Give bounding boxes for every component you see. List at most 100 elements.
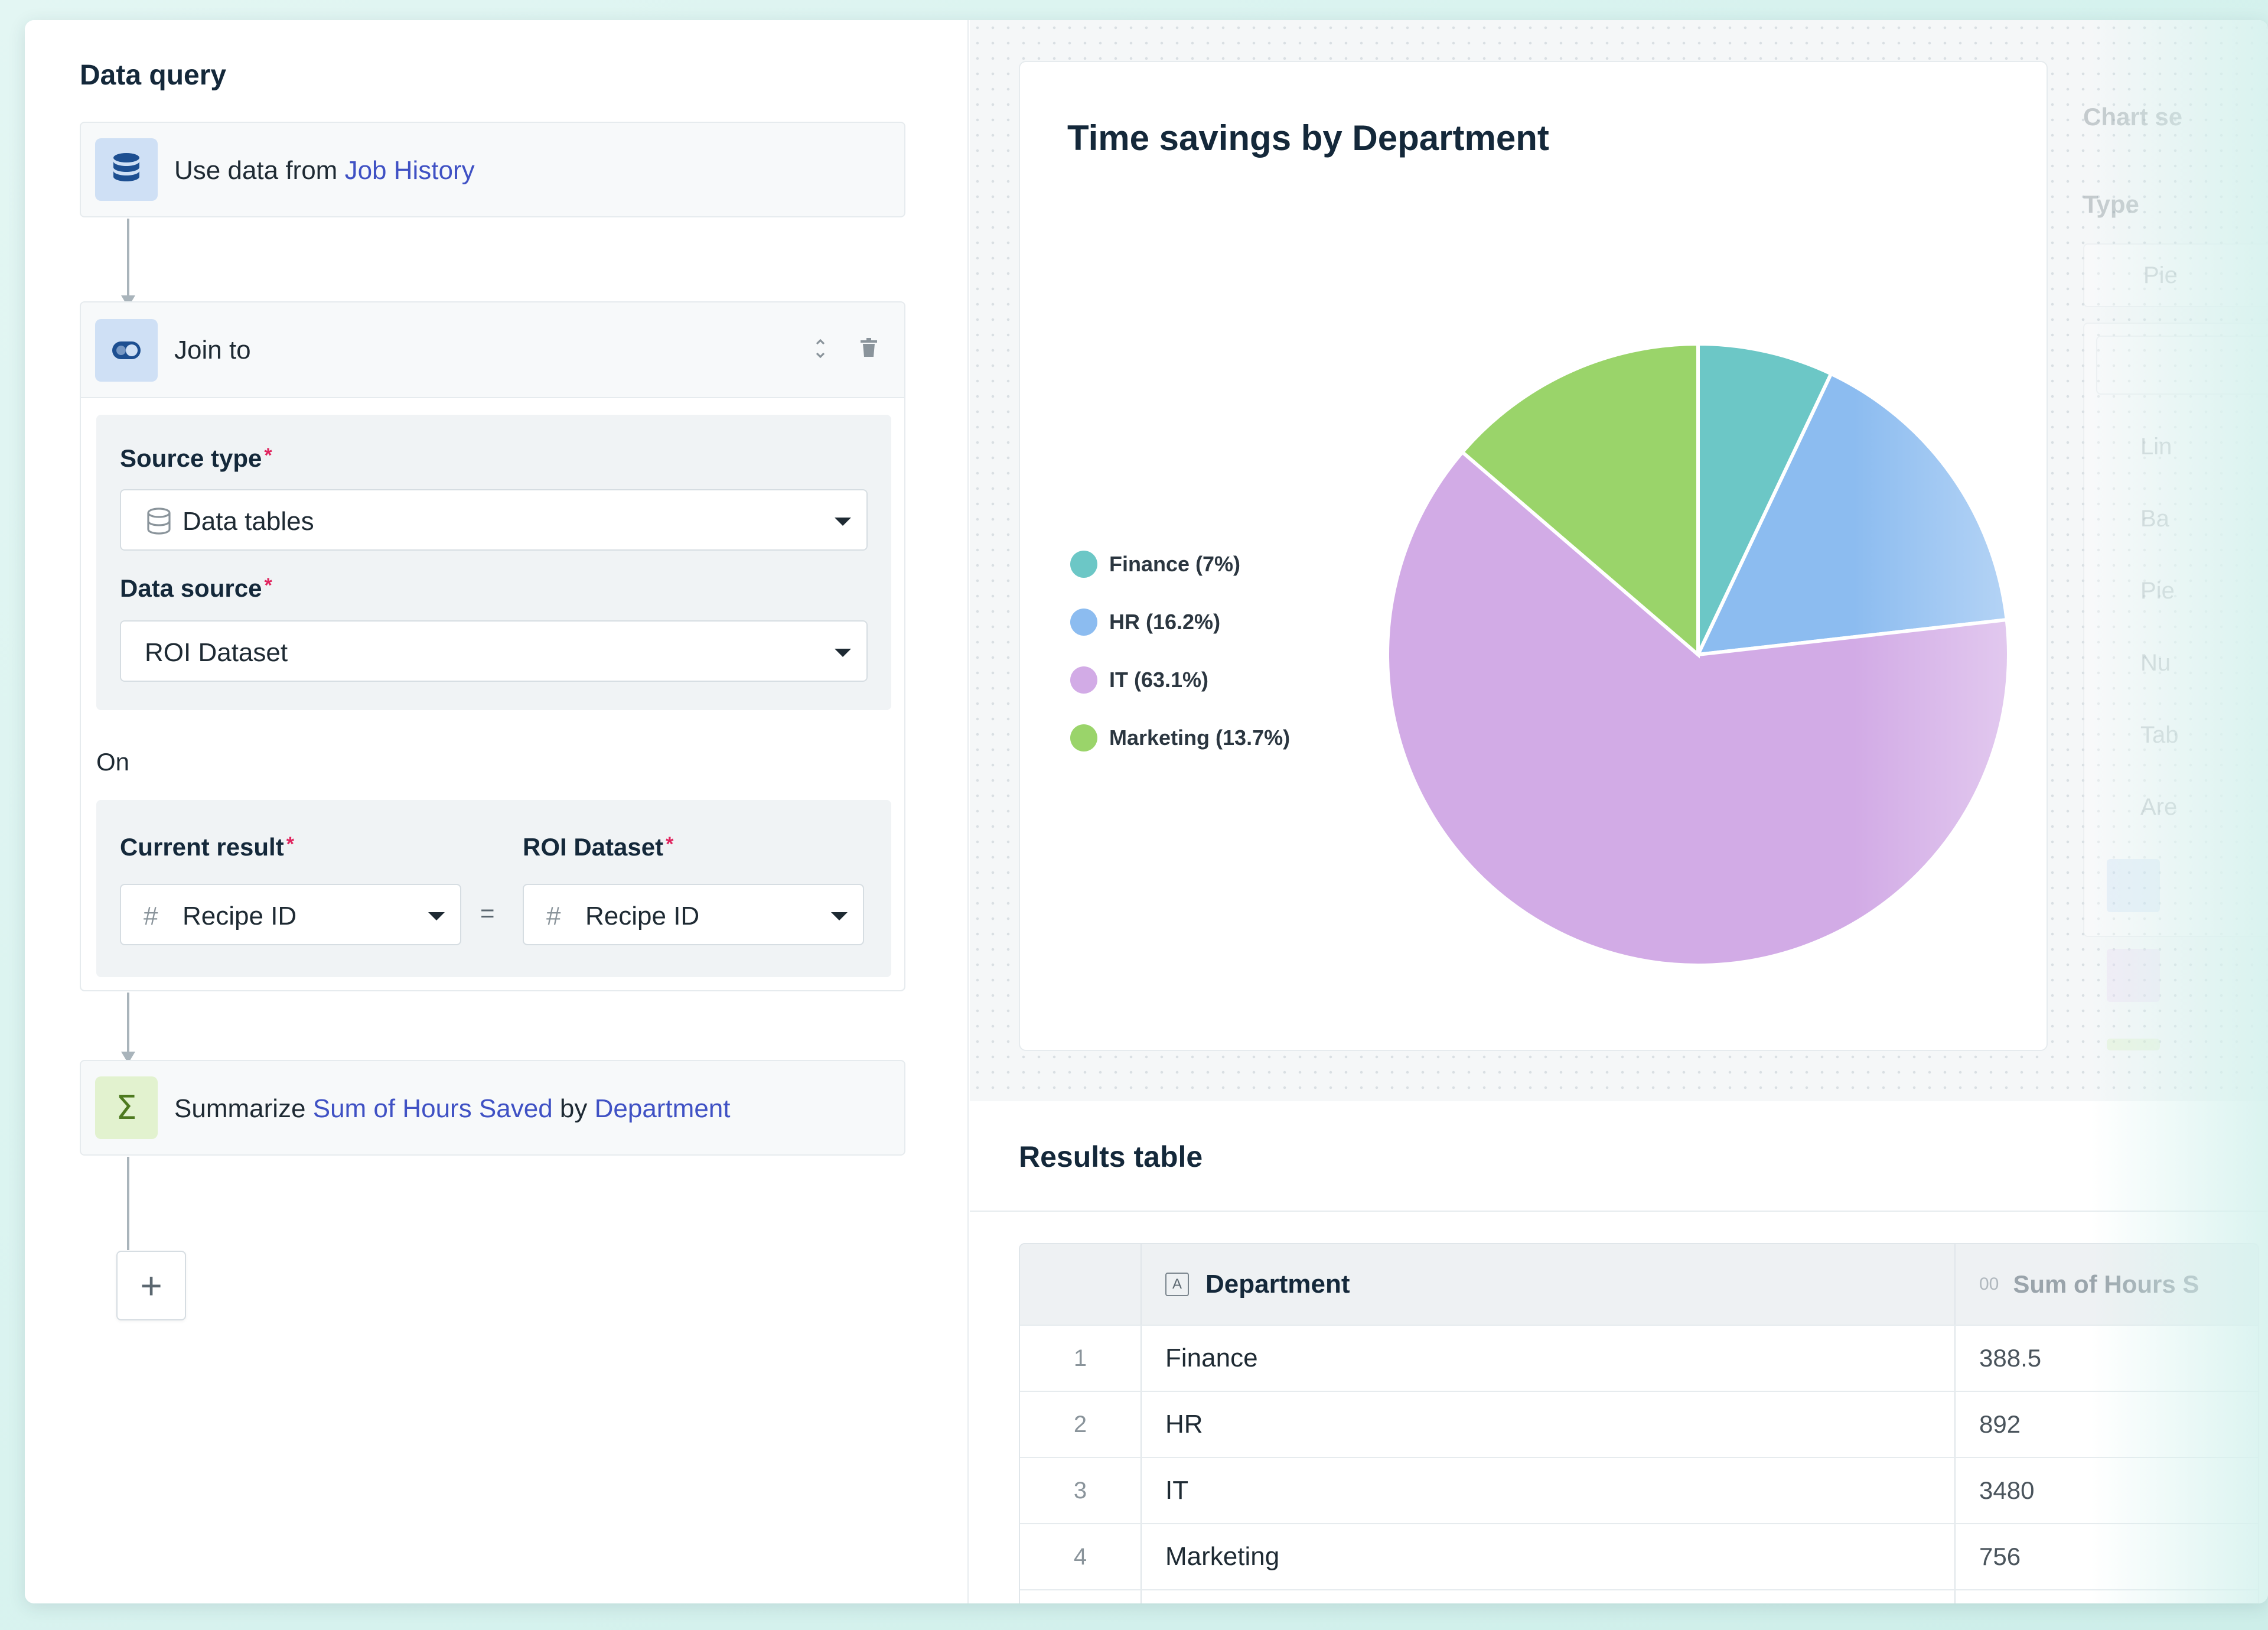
cell-sum[interactable]: 892 (1979, 1410, 2021, 1438)
chart-type-select[interactable]: Pie (2083, 243, 2268, 307)
equals-sign: = (480, 899, 495, 927)
cell-department[interactable]: Marketing (1142, 1524, 1956, 1589)
chart-canvas: Time savings by Department Finance (7%) H… (970, 20, 2268, 1101)
hash-icon: # (144, 902, 158, 931)
source-type-value: Data tables (183, 507, 314, 536)
join-title: Join to (174, 336, 251, 365)
legend-label: Marketing (13.7%) (1109, 725, 1291, 750)
database-icon (95, 138, 158, 201)
data-source-value: ROI Dataset (145, 638, 288, 667)
step-use-data[interactable]: Use data from Job History (80, 122, 905, 217)
table-row: 4 Marketing 756 (1020, 1524, 2258, 1590)
legend-swatch (1070, 724, 1097, 751)
divider (970, 1211, 2268, 1212)
data-source-label: Data source * (120, 574, 272, 602)
current-result-label: Current result * (120, 833, 294, 861)
header-department[interactable]: A Department (1142, 1244, 1956, 1325)
step-join: Join to Source type * (80, 301, 905, 991)
row-index: 3 (1020, 1458, 1142, 1523)
source-config-box: Source type * Data tables Data source (96, 415, 891, 710)
chart-title: Time savings by Department (1067, 118, 1549, 158)
data-source-select[interactable]: ROI Dataset (120, 620, 868, 682)
app-window: Data query Use data from Job History (25, 20, 2268, 1603)
option-line[interactable]: Lin (2140, 434, 2172, 460)
data-tables-icon (144, 506, 174, 536)
summarize-prefix: Summarize (174, 1094, 313, 1123)
current-result-select[interactable]: # Recipe ID (120, 884, 461, 945)
cell-department[interactable]: HR (1142, 1392, 1956, 1457)
connector-line (127, 993, 129, 1052)
add-step-button[interactable]: + (116, 1251, 186, 1320)
table-row: 2 HR 892 (1020, 1392, 2258, 1458)
step-use-data-text: Use data from Job History (174, 156, 475, 186)
option-table[interactable]: Tab (2140, 722, 2179, 748)
cell-department[interactable]: Finance (1142, 1326, 1956, 1391)
legend-label: Finance (7%) (1109, 552, 1241, 576)
roi-dataset-value: Recipe ID (585, 902, 700, 931)
join-body: Source type * Data tables Data source (81, 397, 904, 990)
legend-swatch (1070, 666, 1097, 694)
job-history-link[interactable]: Job History (344, 156, 475, 185)
results-table: A Department 00 Sum of Hours S 1 Finance… (1019, 1243, 2259, 1603)
source-type-label: Source type * (120, 444, 272, 472)
legend-swatch (1070, 609, 1097, 636)
chart-type-dropdown: Lin Ba Pie Nu Tab Are (2083, 323, 2268, 937)
legend-item[interactable]: IT (63.1%) (1070, 665, 1208, 695)
source-type-select[interactable]: Data tables (120, 489, 868, 551)
option-number[interactable]: Nu (2140, 650, 2171, 676)
connector-line (127, 219, 129, 295)
chart-card: Time savings by Department Finance (7%) H… (1019, 61, 2048, 1051)
step-summarize[interactable]: Σ Summarize Sum of Hours Saved by Depart… (80, 1060, 905, 1156)
step-use-data-prefix: Use data from (174, 156, 345, 185)
legend-item[interactable]: Finance (7%) (1070, 549, 1240, 579)
chart-type-value: Pie (2143, 262, 2178, 288)
sigma-icon: Σ (95, 1076, 158, 1139)
current-result-value: Recipe ID (183, 902, 297, 931)
cell-sum[interactable]: 3480 (1979, 1476, 2035, 1504)
join-condition-box: Current result * ROI Dataset * # Recipe ID… (96, 800, 891, 977)
connector-line (127, 1157, 129, 1250)
summarize-by: by (552, 1094, 595, 1123)
summarize-text: Summarize Sum of Hours Saved by Departme… (174, 1094, 731, 1124)
color-swatch[interactable] (2107, 1039, 2160, 1050)
drag-handle-icon[interactable] (814, 337, 826, 360)
color-swatch[interactable] (2107, 859, 2160, 912)
panel-title: Data query (80, 60, 227, 91)
toggle-join-icon (95, 319, 158, 382)
type-label: Type (2083, 190, 2139, 218)
chart-type-search[interactable] (2096, 336, 2268, 395)
chevron-down-icon (831, 912, 848, 920)
chevron-down-icon (428, 912, 445, 920)
roi-dataset-label: ROI Dataset * (523, 833, 674, 861)
pie-overlay (1387, 344, 2009, 965)
cell-sum[interactable]: 388.5 (1979, 1344, 2042, 1372)
pie-chart (1386, 341, 2010, 967)
chevron-down-icon (835, 518, 851, 526)
hash-icon: # (546, 902, 561, 931)
table-row: 3 IT 3480 (1020, 1458, 2258, 1524)
chart-settings-panel: Chart se Type Pie Lin Ba Pie Nu Tab Are (2077, 50, 2268, 1054)
metric-link[interactable]: Sum of Hours Saved (312, 1094, 553, 1123)
visualization-area: Time savings by Department Finance (7%) H… (970, 20, 2268, 1603)
dimension-link[interactable]: Department (594, 1094, 731, 1123)
table-row-partial (1020, 1590, 2258, 1603)
legend-item[interactable]: Marketing (13.7%) (1070, 723, 1290, 753)
color-swatch[interactable] (2107, 949, 2160, 1002)
option-pie[interactable]: Pie (2140, 578, 2175, 604)
table-row: 1 Finance 388.5 (1020, 1326, 2258, 1392)
text-type-icon: A (1165, 1273, 1189, 1296)
roi-dataset-select[interactable]: # Recipe ID (523, 884, 864, 945)
legend-swatch (1070, 551, 1097, 578)
row-index: 4 (1020, 1524, 1142, 1589)
results-title: Results table (1019, 1140, 1203, 1173)
cell-department[interactable]: IT (1142, 1458, 1956, 1523)
chevron-down-icon (835, 649, 851, 657)
row-index: 1 (1020, 1326, 1142, 1391)
option-bar[interactable]: Ba (2140, 506, 2169, 532)
legend-item[interactable]: HR (16.2%) (1070, 607, 1220, 637)
settings-header: Chart se (2083, 103, 2183, 131)
trash-icon[interactable] (859, 337, 878, 358)
option-area[interactable]: Are (2140, 794, 2178, 820)
cell-sum[interactable]: 756 (1979, 1543, 2021, 1570)
header-sum[interactable]: 00 Sum of Hours S (1979, 1270, 2199, 1298)
